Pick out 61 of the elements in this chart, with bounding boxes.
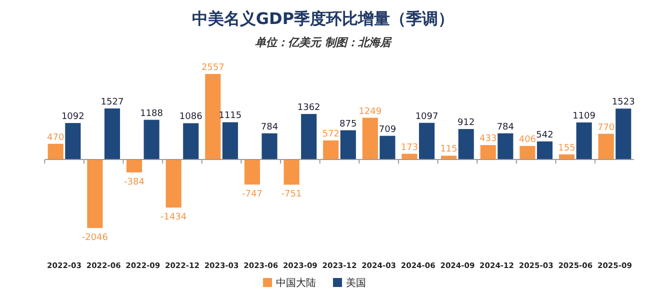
data-label: 784 xyxy=(260,122,278,132)
bar xyxy=(262,133,278,160)
data-label: -1434 xyxy=(160,212,187,223)
data-label: -2046 xyxy=(82,233,108,243)
legend-label: 中国大陆 xyxy=(276,277,316,289)
bar xyxy=(48,144,64,160)
bar xyxy=(144,120,160,160)
legend-label: 美国 xyxy=(346,277,366,289)
data-label: 155 xyxy=(558,143,576,154)
bar xyxy=(576,122,592,160)
bar xyxy=(104,108,120,160)
bar xyxy=(536,141,553,160)
chart-title: 中美名义GDP季度环比增量（季调） xyxy=(192,9,454,28)
data-label: 1523 xyxy=(612,98,635,108)
data-label: 433 xyxy=(480,134,497,144)
bar xyxy=(323,140,339,160)
data-label: -751 xyxy=(281,190,302,200)
data-label: 1097 xyxy=(415,112,438,122)
bar xyxy=(301,114,317,160)
data-label: 1086 xyxy=(179,112,203,122)
bar xyxy=(498,133,514,160)
bar xyxy=(419,122,435,160)
bar xyxy=(244,160,260,185)
data-label: 1092 xyxy=(61,112,84,122)
bar xyxy=(480,145,496,160)
bar xyxy=(458,129,474,160)
data-label: -384 xyxy=(124,177,145,188)
bar xyxy=(598,134,614,160)
bar xyxy=(362,118,378,160)
data-label: -747 xyxy=(242,190,262,200)
data-label: 1109 xyxy=(572,111,596,122)
data-label: 912 xyxy=(458,118,475,128)
data-label: 542 xyxy=(536,130,554,140)
bar xyxy=(380,136,396,160)
data-label: 115 xyxy=(440,144,458,155)
bar xyxy=(126,160,142,172)
data-label: 709 xyxy=(378,124,396,135)
data-label: 1249 xyxy=(358,106,382,117)
bar xyxy=(441,156,457,160)
data-label: 470 xyxy=(47,132,64,143)
data-label: 173 xyxy=(400,142,418,153)
bar xyxy=(183,123,199,160)
chart-subtitle: 单位：亿美元 制图：北海居 xyxy=(255,36,392,49)
data-label: 2557 xyxy=(201,63,224,73)
bar xyxy=(284,160,300,185)
bar xyxy=(340,130,356,160)
data-label: 875 xyxy=(340,119,357,130)
data-label: 1362 xyxy=(297,102,320,113)
bar xyxy=(222,122,238,160)
data-label: 406 xyxy=(518,134,536,145)
data-label: 1527 xyxy=(100,97,124,108)
data-label: 572 xyxy=(322,129,340,140)
bar xyxy=(205,74,221,160)
bar xyxy=(166,160,182,208)
bar xyxy=(65,123,81,160)
bar xyxy=(616,108,632,160)
data-label: 1188 xyxy=(140,108,164,119)
data-label: 770 xyxy=(597,122,615,133)
bar xyxy=(520,146,536,160)
data-label: 784 xyxy=(496,122,514,132)
bar xyxy=(87,160,103,228)
